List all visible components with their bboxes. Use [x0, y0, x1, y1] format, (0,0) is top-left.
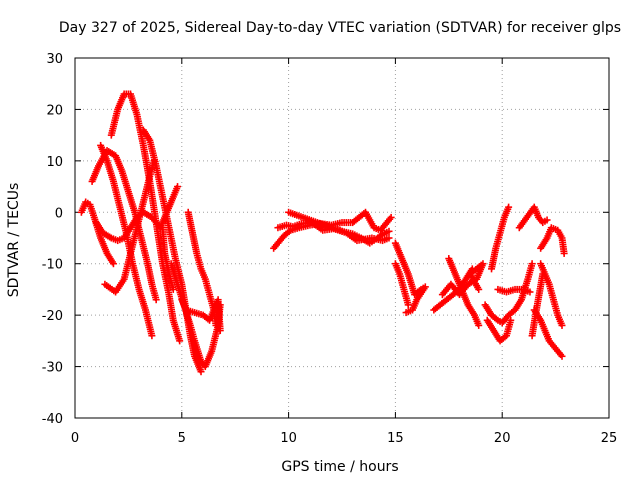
data-point-marker [505, 203, 513, 211]
data-point-marker [148, 332, 156, 340]
x-tick-label: 25 [601, 431, 618, 446]
data-point-marker [402, 309, 410, 317]
data-point-marker [387, 213, 395, 221]
plot-frame [74, 57, 610, 419]
data-point-marker [507, 316, 515, 324]
data-point-marker [176, 337, 184, 345]
data-point-marker [152, 296, 160, 304]
data-point-marker [558, 352, 566, 360]
x-tick-label: 5 [178, 431, 186, 446]
y-tick-label: 10 [46, 155, 63, 170]
data-point-marker [528, 260, 536, 268]
y-tick-label: -30 [42, 361, 63, 376]
x-tick-label: 15 [387, 431, 404, 446]
y-tick-label: -40 [42, 412, 63, 427]
x-tick-label: 10 [280, 431, 297, 446]
y-tick-label: -10 [42, 258, 63, 273]
data-point-marker [216, 327, 224, 335]
y-axis-label: SDTVAR / TECUs [6, 183, 22, 298]
data-point-marker [174, 183, 182, 191]
data-point-marker [539, 270, 547, 278]
data-point-marker [543, 216, 551, 224]
data-point-marker [385, 227, 393, 235]
y-tick-label: 20 [46, 103, 63, 118]
data-point-marker [404, 301, 412, 309]
data-point-marker [197, 368, 205, 376]
data-point-marker [385, 234, 393, 242]
data-point-marker [526, 288, 534, 296]
data-point-marker [475, 321, 483, 329]
axis-ticks: 0 5 10 15 20 25 -40 -30 -20 -10 0 10 20 30 [42, 52, 618, 446]
x-tick-label: 20 [494, 431, 511, 446]
chart-title: Day 327 of 2025, Sidereal Day-to-day VTE… [59, 20, 621, 36]
data-point-marker [109, 260, 117, 268]
data-point-marker [169, 285, 177, 293]
y-tick-label: 30 [46, 52, 63, 67]
data-point-marker [560, 249, 568, 257]
x-tick-label: 0 [71, 431, 79, 446]
data-points [77, 90, 568, 376]
y-tick-label: -20 [42, 309, 63, 324]
data-point-marker [558, 321, 566, 329]
data-point-marker [475, 285, 483, 293]
y-tick-label: 0 [55, 206, 63, 221]
x-axis-label: GPS time / hours [281, 459, 398, 475]
